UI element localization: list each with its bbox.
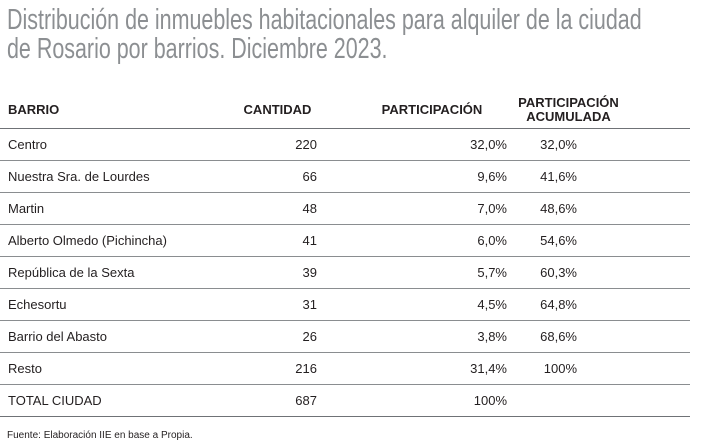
cell-barrio: Martin [0, 192, 208, 225]
title-line-2: de Rosario por barrios. Diciembre 2023. [7, 33, 388, 65]
table-row: República de la Sexta 39 5,7% 60,3% [0, 256, 690, 289]
table-row: Resto 216 31,4% 100% [0, 352, 690, 385]
cell-participacion: 9,6% [317, 160, 507, 193]
cell-cantidad: 687 [208, 384, 317, 417]
table-row: Centro 220 32,0% 32,0% [0, 128, 690, 161]
cell-cantidad: 26 [208, 320, 317, 353]
table-row: Nuestra Sra. de Lourdes 66 9,6% 41,6% [0, 160, 690, 193]
cell-acumulada: 48,6% [507, 192, 690, 225]
cell-acumulada: 54,6% [507, 224, 690, 257]
cell-participacion: 31,4% [317, 352, 507, 385]
cell-barrio: Resto [0, 352, 208, 385]
cell-cantidad: 48 [208, 192, 317, 225]
cell-barrio: Centro [0, 128, 208, 161]
cell-barrio: República de la Sexta [0, 256, 208, 289]
header-row: BARRIO CANTIDAD PARTICIPACIÓN PARTICIPAC… [0, 92, 690, 129]
cell-participacion: 6,0% [317, 224, 507, 257]
cell-barrio: Nuestra Sra. de Lourdes [0, 160, 208, 193]
header-acumulada: PARTICIPACIÓN ACUMULADA [507, 92, 690, 129]
cell-cantidad: 216 [208, 352, 317, 385]
header-acumulada-line2: ACUMULADA [526, 109, 611, 124]
cell-barrio: TOTAL CIUDAD [0, 384, 208, 417]
cell-acumulada: 68,6% [507, 320, 690, 353]
cell-barrio: Barrio del Abasto [0, 320, 208, 353]
chart-title: Distribución de inmuebles habitacionales… [7, 4, 642, 65]
cell-cantidad: 41 [208, 224, 317, 257]
data-table: BARRIO CANTIDAD PARTICIPACIÓN PARTICIPAC… [0, 92, 690, 417]
cell-acumulada: 32,0% [507, 128, 690, 161]
cell-acumulada [507, 384, 690, 417]
cell-cantidad: 66 [208, 160, 317, 193]
cell-cantidad: 31 [208, 288, 317, 321]
cell-barrio: Alberto Olmedo (Pichincha) [0, 224, 208, 257]
cell-barrio: Echesortu [0, 288, 208, 321]
title-line-1: Distribución de inmuebles habitacionales… [7, 4, 642, 36]
table-row: Barrio del Abasto 26 3,8% 68,6% [0, 320, 690, 353]
table-row: Echesortu 31 4,5% 64,8% [0, 288, 690, 321]
header-cantidad: CANTIDAD [208, 92, 317, 129]
cell-participacion: 5,7% [317, 256, 507, 289]
cell-cantidad: 220 [208, 128, 317, 161]
cell-acumulada: 100% [507, 352, 690, 385]
table-row: TOTAL CIUDAD 687 100% [0, 384, 690, 417]
table-row: Alberto Olmedo (Pichincha) 41 6,0% 54,6% [0, 224, 690, 257]
cell-acumulada: 41,6% [507, 160, 690, 193]
header-acumulada-line1: PARTICIPACIÓN [518, 95, 619, 110]
header-participacion: PARTICIPACIÓN [317, 92, 507, 129]
source-note: Fuente: Elaboración IIE en base a Propia… [7, 430, 193, 441]
cell-participacion: 100% [317, 384, 507, 417]
cell-participacion: 3,8% [317, 320, 507, 353]
cell-participacion: 4,5% [317, 288, 507, 321]
table-body: Centro 220 32,0% 32,0% Nuestra Sra. de Lourd… [0, 128, 690, 417]
table-row: Martin 48 7,0% 48,6% [0, 192, 690, 225]
cell-participacion: 32,0% [317, 128, 507, 161]
cell-cantidad: 39 [208, 256, 317, 289]
cell-acumulada: 60,3% [507, 256, 690, 289]
header-barrio: BARRIO [0, 92, 208, 129]
cell-participacion: 7,0% [317, 192, 507, 225]
cell-acumulada: 64,8% [507, 288, 690, 321]
